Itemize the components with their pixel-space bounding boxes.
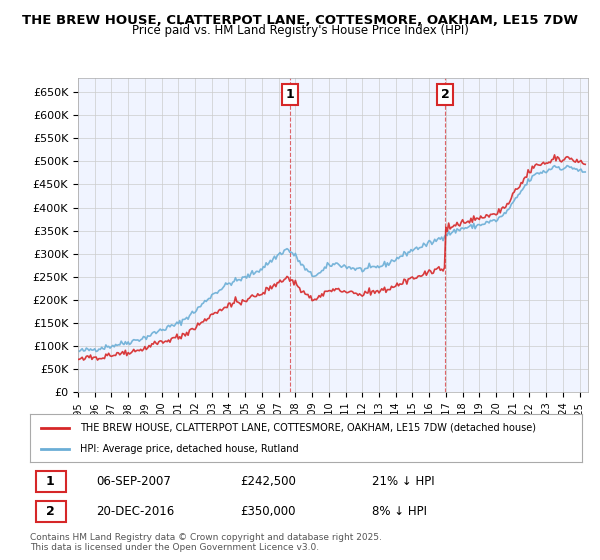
Text: 06-SEP-2007: 06-SEP-2007 (96, 475, 171, 488)
Text: 20-DEC-2016: 20-DEC-2016 (96, 505, 175, 517)
Text: 2: 2 (441, 88, 450, 101)
FancyBboxPatch shape (35, 501, 66, 522)
FancyBboxPatch shape (35, 471, 66, 492)
Text: Price paid vs. HM Land Registry's House Price Index (HPI): Price paid vs. HM Land Registry's House … (131, 24, 469, 37)
Text: THE BREW HOUSE, CLATTERPOT LANE, COTTESMORE, OAKHAM, LE15 7DW: THE BREW HOUSE, CLATTERPOT LANE, COTTESM… (22, 14, 578, 27)
Text: £242,500: £242,500 (240, 475, 296, 488)
Text: Contains HM Land Registry data © Crown copyright and database right 2025.: Contains HM Land Registry data © Crown c… (30, 533, 382, 542)
Text: 2: 2 (46, 505, 55, 517)
Text: 21% ↓ HPI: 21% ↓ HPI (372, 475, 435, 488)
Text: 8% ↓ HPI: 8% ↓ HPI (372, 505, 427, 517)
Text: 1: 1 (46, 475, 55, 488)
Text: £350,000: £350,000 (240, 505, 295, 517)
Text: 1: 1 (286, 88, 295, 101)
Text: HPI: Average price, detached house, Rutland: HPI: Average price, detached house, Rutl… (80, 444, 298, 454)
Text: This data is licensed under the Open Government Licence v3.0.: This data is licensed under the Open Gov… (30, 543, 319, 552)
Text: THE BREW HOUSE, CLATTERPOT LANE, COTTESMORE, OAKHAM, LE15 7DW (detached house): THE BREW HOUSE, CLATTERPOT LANE, COTTESM… (80, 423, 536, 433)
